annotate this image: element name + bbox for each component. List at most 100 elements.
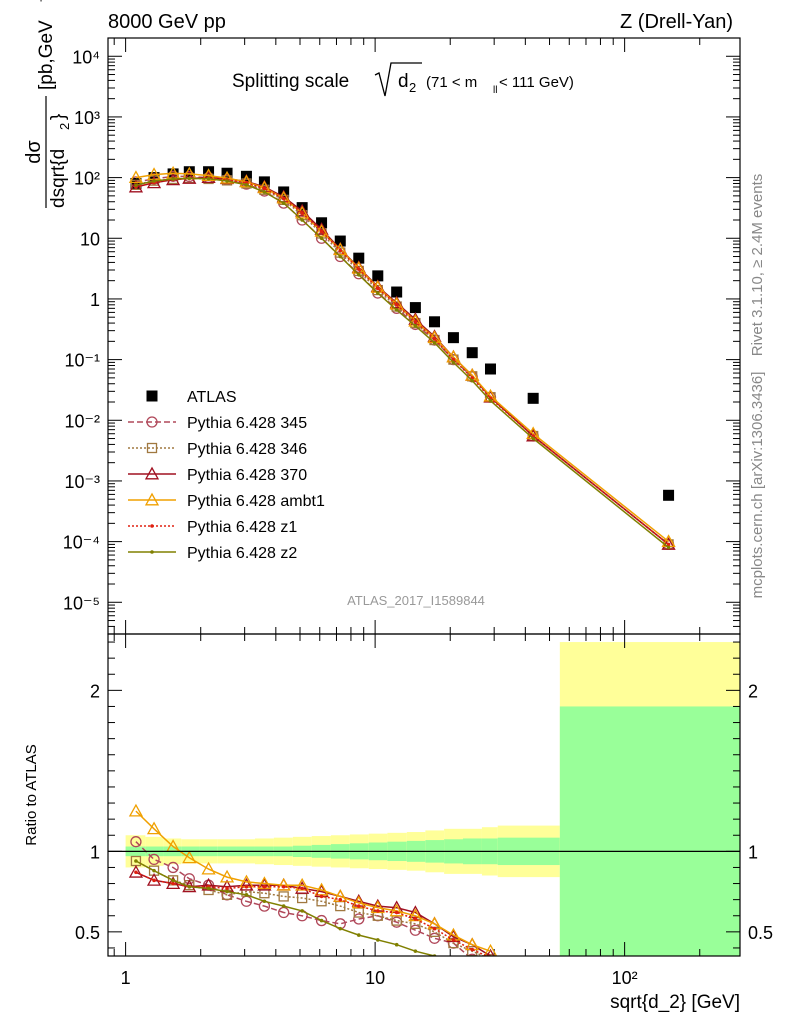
- y-tick-label-right: 0.5: [748, 923, 773, 943]
- series-line: [135, 860, 486, 956]
- y-tick-label: 10⁻⁴: [63, 533, 100, 553]
- y-tick-label: 10⁻³: [64, 472, 100, 492]
- data-point: [201, 861, 216, 875]
- data-point: [281, 196, 286, 201]
- legend: ATLAS Pythia 6.428 345 Pythia 6.428 346 Pyt…: [128, 389, 325, 562]
- data-point: [167, 861, 179, 874]
- data-point: [375, 291, 380, 295]
- data-point: [201, 170, 216, 184]
- data-point: [219, 869, 235, 883]
- y-tick-label: 10²: [74, 169, 100, 189]
- data-point: [144, 492, 160, 506]
- y-tick-label-right: 1: [748, 842, 758, 862]
- data-point: [130, 836, 142, 848]
- legend-label: ATLAS: [187, 389, 237, 406]
- data-point: [391, 286, 403, 298]
- data-point: [338, 897, 343, 902]
- data-point: [334, 235, 346, 247]
- data-point: [300, 909, 304, 913]
- rivet-label: Rivet 3.1.10, ≥ 2.4M events: [749, 174, 766, 357]
- data-point: [134, 870, 138, 875]
- data-point: [375, 286, 380, 291]
- data-point: [225, 886, 229, 891]
- series-line: [135, 177, 670, 549]
- data-point: [262, 186, 267, 191]
- data-point: [257, 877, 272, 891]
- data-point: [356, 904, 361, 908]
- data-point: [128, 864, 144, 878]
- data-point: [300, 886, 304, 891]
- data-point: [262, 884, 267, 889]
- data-point: [666, 545, 671, 550]
- data-point: [171, 177, 175, 181]
- data-point: [146, 442, 158, 454]
- mcplots-label: mcplots.cern.ch [arXiv:1306.3436]: [749, 372, 766, 599]
- series-main: [128, 165, 676, 548]
- data-point: [300, 218, 304, 222]
- data-point: [187, 884, 192, 889]
- data-point: [146, 416, 158, 428]
- data-point: [152, 868, 156, 873]
- data-point: [150, 550, 154, 554]
- data-point: [663, 489, 675, 501]
- data-point: [134, 859, 138, 863]
- series-line: [135, 860, 438, 956]
- series-ratio: [134, 859, 438, 956]
- data-point: [451, 938, 456, 942]
- data-point: [394, 942, 399, 947]
- x-tick-label: 1: [121, 968, 131, 988]
- y-tick-label: 0.5: [75, 923, 100, 943]
- title-sqrt-sub: 2: [409, 80, 416, 95]
- data-point: [225, 889, 229, 894]
- x-axis-label: sqrt{d_2} [GeV]: [610, 992, 740, 1013]
- data-point: [134, 183, 138, 187]
- data-point: [394, 910, 399, 915]
- y-tick-label: 10⁻¹: [64, 351, 100, 371]
- legend-label: Pythia 6.428 z1: [187, 519, 297, 536]
- data-point: [206, 886, 211, 891]
- data-point: [225, 179, 229, 183]
- data-point: [144, 466, 160, 480]
- data-point: [333, 242, 348, 256]
- data-point: [413, 324, 418, 328]
- legend-item: Pythia 6.428 z2: [128, 545, 297, 562]
- data-point: [319, 236, 324, 241]
- ylabel-num: dσ: [23, 140, 45, 164]
- legend-item: Pythia 6.428 345: [128, 415, 307, 432]
- data-point: [281, 884, 286, 889]
- data-point: [527, 392, 539, 404]
- data-point: [148, 853, 160, 866]
- header-right: Z (Drell-Yan): [620, 11, 733, 33]
- y-tick-label: 2: [90, 681, 100, 701]
- data-point: [319, 918, 324, 923]
- x-tick-label: 10: [365, 968, 385, 988]
- data-point: [353, 913, 365, 925]
- data-point: [466, 347, 478, 359]
- title-range-sub: ll: [493, 85, 497, 96]
- title-main: Splitting scale: [232, 71, 349, 92]
- data-point: [372, 270, 384, 282]
- title-range-pre: (71 < m: [426, 74, 477, 91]
- data-point: [239, 174, 254, 188]
- data-point: [150, 524, 154, 528]
- data-point: [467, 953, 477, 956]
- data-point: [409, 924, 422, 936]
- data-point: [182, 850, 197, 864]
- legend-label: Pythia 6.428 345: [187, 415, 307, 432]
- legend-item: Pythia 6.428 370: [128, 466, 307, 484]
- data-point: [146, 821, 162, 835]
- ylabel-den-post: }: [48, 114, 69, 120]
- data-point: [183, 873, 195, 885]
- data-point: [451, 360, 456, 365]
- data-point: [300, 211, 304, 215]
- y-tick-label: 10³: [74, 108, 100, 128]
- ylabel-den-pre: dsqrt{d: [48, 149, 69, 208]
- y-tick-label-right: 2: [748, 681, 758, 701]
- y-tick-label: 10⁻⁵: [63, 593, 100, 613]
- data-point: [128, 179, 144, 193]
- legend-label: Pythia 6.428 z2: [187, 545, 297, 562]
- series-main: [134, 176, 671, 550]
- main-panel: 10⁻⁵ 10⁻⁴ 10⁻³ 10⁻² 10⁻¹ 1 10 10² 10³ 10⁴ Splitti…: [23, 0, 741, 635]
- x-tick-label: 10²: [612, 968, 638, 988]
